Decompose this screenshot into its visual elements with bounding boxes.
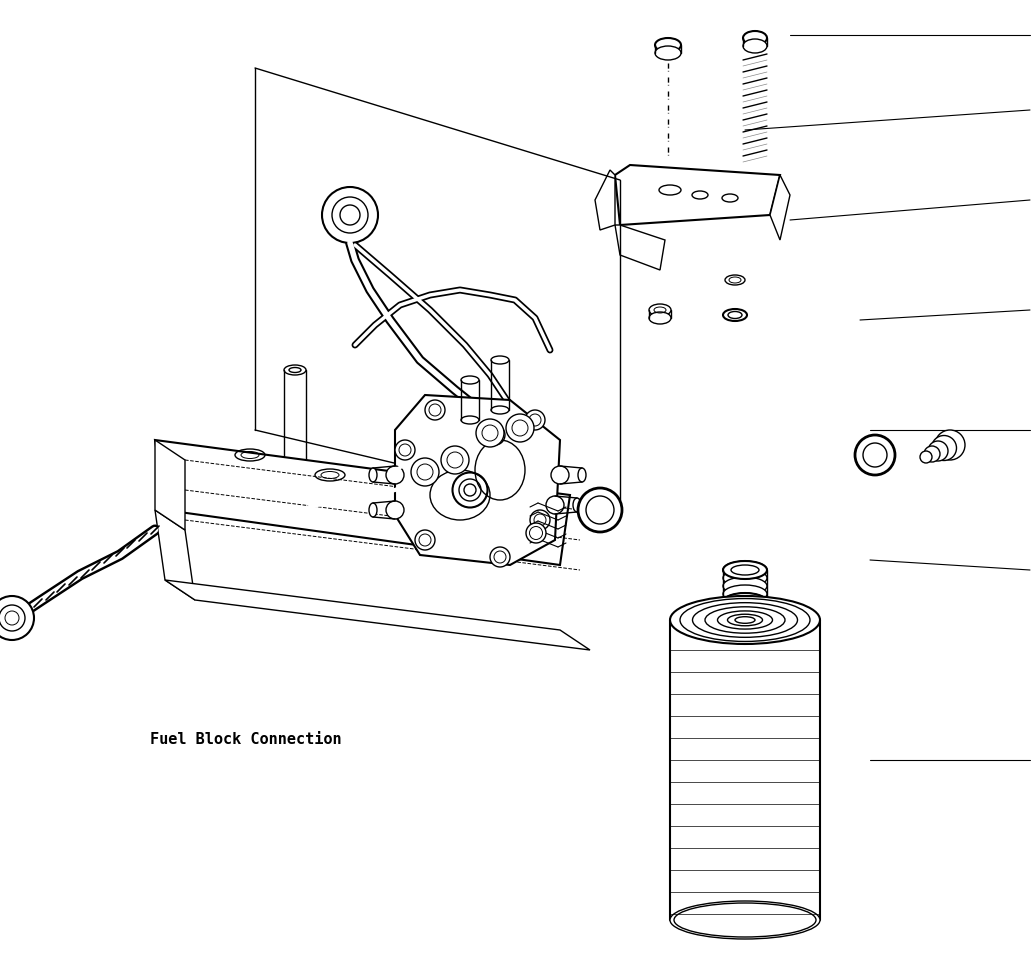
Polygon shape bbox=[615, 225, 666, 270]
Ellipse shape bbox=[551, 466, 569, 484]
Ellipse shape bbox=[723, 561, 767, 579]
Ellipse shape bbox=[723, 593, 767, 611]
Ellipse shape bbox=[461, 416, 479, 424]
Ellipse shape bbox=[452, 473, 487, 508]
Ellipse shape bbox=[573, 498, 581, 512]
Ellipse shape bbox=[670, 596, 820, 644]
Ellipse shape bbox=[649, 312, 671, 324]
Ellipse shape bbox=[928, 441, 948, 461]
Polygon shape bbox=[395, 395, 560, 565]
Ellipse shape bbox=[491, 406, 509, 414]
Ellipse shape bbox=[723, 577, 767, 595]
Polygon shape bbox=[165, 580, 590, 650]
Circle shape bbox=[855, 435, 895, 475]
Ellipse shape bbox=[723, 569, 767, 587]
Ellipse shape bbox=[924, 446, 940, 462]
Ellipse shape bbox=[491, 356, 509, 364]
Ellipse shape bbox=[386, 466, 404, 484]
Circle shape bbox=[411, 458, 439, 486]
Circle shape bbox=[0, 596, 34, 640]
Ellipse shape bbox=[425, 400, 445, 420]
Ellipse shape bbox=[723, 585, 767, 603]
Polygon shape bbox=[155, 440, 570, 565]
Ellipse shape bbox=[723, 561, 767, 579]
Ellipse shape bbox=[369, 503, 377, 517]
Ellipse shape bbox=[743, 39, 767, 53]
Ellipse shape bbox=[670, 901, 820, 939]
Ellipse shape bbox=[920, 451, 932, 463]
Ellipse shape bbox=[655, 38, 681, 52]
Ellipse shape bbox=[530, 510, 550, 530]
Ellipse shape bbox=[284, 465, 306, 475]
Circle shape bbox=[476, 419, 504, 447]
Polygon shape bbox=[770, 175, 790, 240]
Ellipse shape bbox=[526, 523, 546, 543]
Circle shape bbox=[506, 414, 534, 442]
Ellipse shape bbox=[485, 425, 505, 445]
Ellipse shape bbox=[386, 501, 404, 519]
Ellipse shape bbox=[935, 430, 965, 460]
Ellipse shape bbox=[369, 468, 377, 482]
Polygon shape bbox=[595, 170, 615, 230]
Polygon shape bbox=[615, 165, 780, 225]
Ellipse shape bbox=[723, 593, 767, 611]
Ellipse shape bbox=[525, 410, 545, 430]
Ellipse shape bbox=[649, 304, 671, 316]
Polygon shape bbox=[155, 440, 185, 530]
Ellipse shape bbox=[578, 468, 586, 482]
Circle shape bbox=[578, 488, 622, 532]
Text: Fuel Block Connection: Fuel Block Connection bbox=[150, 733, 342, 747]
Ellipse shape bbox=[415, 530, 435, 550]
Ellipse shape bbox=[655, 46, 681, 60]
Circle shape bbox=[322, 187, 378, 243]
Ellipse shape bbox=[395, 440, 415, 460]
Ellipse shape bbox=[284, 365, 306, 375]
Ellipse shape bbox=[724, 275, 745, 285]
Ellipse shape bbox=[490, 547, 510, 567]
Polygon shape bbox=[155, 510, 195, 600]
Ellipse shape bbox=[743, 31, 767, 45]
Ellipse shape bbox=[932, 435, 956, 460]
Ellipse shape bbox=[461, 376, 479, 384]
Ellipse shape bbox=[723, 309, 747, 321]
Circle shape bbox=[441, 446, 469, 474]
Ellipse shape bbox=[546, 496, 564, 514]
